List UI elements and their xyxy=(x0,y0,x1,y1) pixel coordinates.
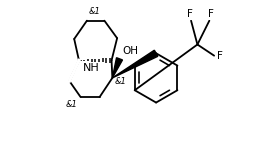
Text: &1: &1 xyxy=(115,77,127,86)
Text: F: F xyxy=(187,9,192,19)
Text: &1: &1 xyxy=(65,100,77,109)
Text: OH: OH xyxy=(122,46,138,56)
Text: NH: NH xyxy=(83,63,100,73)
Polygon shape xyxy=(112,50,158,78)
Text: F: F xyxy=(208,9,214,19)
Polygon shape xyxy=(112,58,122,78)
Text: F: F xyxy=(216,51,222,61)
Text: &1: &1 xyxy=(88,7,100,16)
